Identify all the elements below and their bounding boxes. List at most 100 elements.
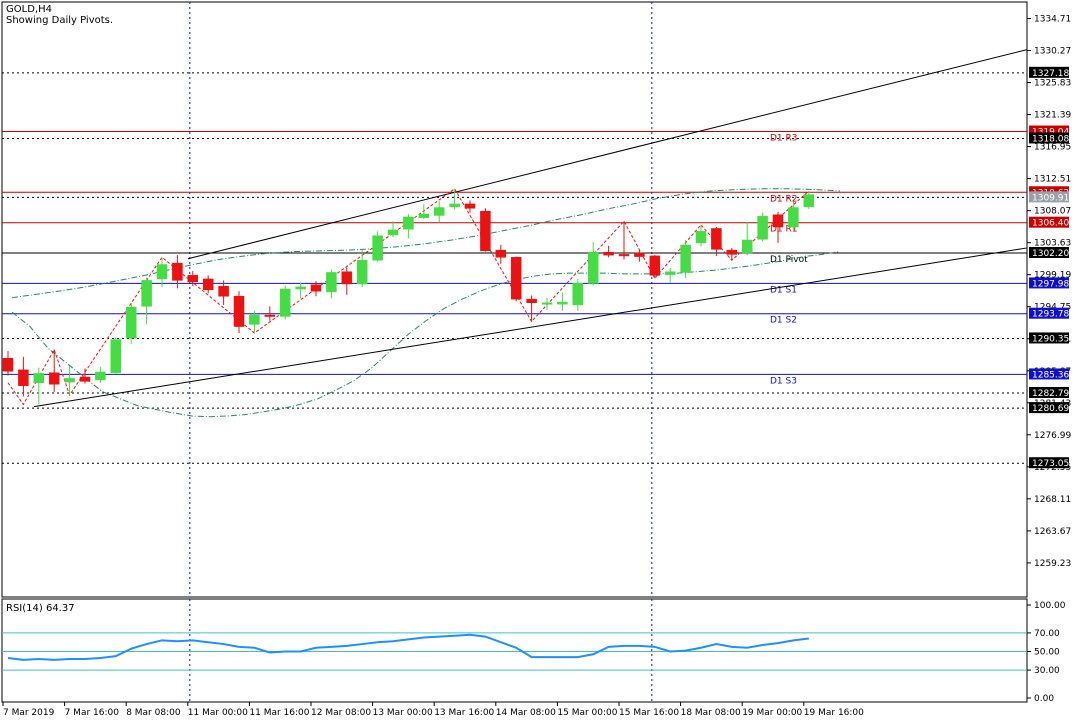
candle-body-43	[664, 271, 676, 275]
candle-body-32	[495, 249, 507, 258]
price-tag-13: 1273.05	[1032, 459, 1069, 469]
price-tag-2: 1318.08	[1032, 134, 1069, 144]
candle-body-11	[172, 262, 183, 281]
price-tag-bg-6	[1029, 246, 1069, 258]
price-tag-bg-0	[1029, 66, 1069, 78]
candle-body-27	[418, 213, 430, 218]
price-tag-bg-1	[1029, 125, 1069, 137]
candle-body-10	[156, 264, 168, 280]
price-tag-bg-9	[1029, 332, 1069, 344]
chart-symbol-title: GOLD,H4	[6, 4, 52, 15]
price-tag-bg-7	[1029, 277, 1069, 289]
y-tick-label-15: 1268.11	[1034, 495, 1071, 505]
candle-body-2	[33, 373, 45, 384]
candle-body-6	[95, 371, 106, 381]
y-tick-label-8: 1299.19	[1034, 271, 1071, 281]
candle-body-26	[403, 216, 414, 230]
candle-body-41	[634, 252, 645, 257]
price-tag-11: 1282.79	[1032, 389, 1069, 399]
candle-body-29	[449, 203, 460, 208]
y-tick-label-0: 1334.71	[1034, 15, 1071, 25]
candle-body-3	[48, 372, 60, 385]
x-tick-label-1: 7 Mar 16:00	[65, 708, 120, 718]
candle-body-17	[264, 314, 276, 317]
candle-body-18	[279, 288, 291, 317]
candle-body-34	[526, 298, 537, 303]
candle-body-48	[741, 239, 753, 254]
y-tick-label-17: 1259.23	[1034, 559, 1071, 569]
price-tag-12: 1280.69	[1032, 404, 1069, 414]
candle-body-37	[572, 283, 584, 306]
candle-body-51	[788, 207, 799, 228]
candle-body-12	[187, 275, 199, 283]
candle-body-1	[18, 369, 29, 386]
rsi-tick-label-0: 100.00	[1034, 601, 1066, 611]
candle-body-0	[2, 358, 14, 372]
y-tick-label-13: 1276.99	[1034, 431, 1071, 441]
x-tick-label-7: 13 Mar 16:00	[434, 708, 494, 718]
price-tag-9: 1290.35	[1032, 334, 1069, 344]
x-tick-label-0: 7 Mar 2019	[3, 708, 55, 718]
candle-body-8	[125, 306, 137, 339]
rsi-panel-frame	[1, 598, 1028, 703]
x-tick-label-12: 19 Mar 00:00	[742, 708, 802, 718]
candle-body-19	[295, 286, 306, 290]
price-tag-6: 1302.20	[1032, 249, 1069, 259]
y-tick-label-6: 1308.07	[1034, 207, 1071, 217]
candle-body-31	[480, 210, 491, 252]
x-tick-label-2: 8 Mar 08:00	[126, 708, 181, 718]
moving-average-upper	[11, 188, 841, 299]
candle-body-40	[618, 254, 630, 257]
candle-body-52	[803, 194, 815, 208]
candle-body-49	[757, 215, 768, 240]
y-tick-label-1: 1330.27	[1034, 47, 1071, 57]
x-tick-label-5: 12 Mar 08:00	[311, 708, 371, 718]
price-tag-bg-5	[1029, 216, 1069, 228]
candle-body-30	[464, 203, 476, 209]
price-tag-bg-2	[1029, 132, 1069, 144]
y-tick-label-3: 1321.39	[1034, 111, 1071, 121]
candle-body-45	[695, 231, 707, 244]
price-tag-8: 1293.78	[1032, 310, 1069, 320]
candle-body-44	[680, 244, 691, 273]
y-tick-label-2: 1325.83	[1034, 79, 1071, 89]
candle-body-21	[326, 272, 337, 293]
candle-body-46	[711, 228, 722, 250]
candle-body-4	[64, 378, 75, 383]
candle-body-42	[649, 255, 661, 276]
price-tag-bg-12	[1029, 402, 1069, 414]
trendline-1	[187, 49, 1028, 260]
candle-body-22	[341, 271, 353, 285]
price-tag-bg-13	[1029, 457, 1069, 469]
rsi-panel-label: RSI(14) 64.37	[6, 603, 75, 614]
y-tick-label-5: 1312.51	[1034, 175, 1071, 185]
rsi-line	[7, 633, 809, 661]
pivot-label-4: D1 S1	[770, 285, 797, 295]
candle-body-23	[356, 259, 368, 285]
trendline-0	[33, 247, 1028, 408]
price-tag-bg-4	[1029, 191, 1069, 203]
pivot-label-2: D1 R1	[770, 225, 798, 235]
pivot-label-5: D1 S2	[770, 316, 797, 326]
candle-body-15	[233, 296, 245, 327]
price-tag-4: 1309.91	[1032, 193, 1069, 203]
x-tick-label-8: 14 Mar 08:00	[496, 708, 556, 718]
price-tag-0: 1327.18	[1032, 69, 1069, 79]
x-tick-label-3: 11 Mar 00:00	[188, 708, 248, 718]
candle-body-35	[541, 302, 553, 305]
rsi-tick-label-4: 0.00	[1034, 694, 1054, 704]
price-tag-bg-8	[1029, 307, 1069, 319]
y-tick-label-16: 1263.67	[1034, 527, 1071, 537]
candle-body-47	[726, 249, 738, 255]
candle-body-24	[372, 235, 383, 261]
candle-body-7	[110, 339, 122, 373]
pivot-label-1: D1 R2	[770, 194, 798, 204]
x-tick-label-9: 15 Mar 00:00	[557, 708, 617, 718]
pivot-label-6: D1 S3	[770, 376, 797, 386]
price-tag-10: 1285.36	[1032, 370, 1069, 380]
x-tick-label-11: 18 Mar 08:00	[681, 708, 741, 718]
candle-body-14	[218, 285, 229, 297]
candle-body-5	[79, 376, 91, 382]
pivot-label-0: D1 R3	[770, 134, 798, 144]
